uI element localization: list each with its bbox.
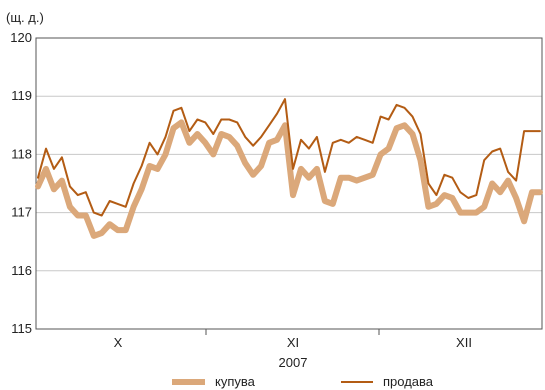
month-label-x: X [114,335,123,350]
series-group [35,98,543,239]
y-tick-label: 118 [11,146,32,161]
y-tick-label: 116 [11,263,32,278]
series-line-prodava [37,98,541,217]
y-tick-label: 120 [10,30,32,45]
y-tick-label: 117 [11,205,32,220]
year-label: 2007 [279,355,308,370]
plot-area [35,37,543,330]
legend-label-kupuva: купува [215,374,256,389]
legend: купува продава [172,374,434,389]
y-tick-label: 115 [11,321,32,336]
month-label-xii: XII [456,335,472,350]
y-tick-label: 119 [11,88,32,103]
legend-label-prodava: продава [383,374,434,389]
y-axis-unit-label: (щ. д.) [6,10,44,25]
month-label-xi: XI [287,335,299,350]
series-line-kupuva [35,119,543,239]
x-axis-ticks [205,329,380,335]
y-axis-ticks: 115 116 117 118 119 120 [10,30,32,336]
